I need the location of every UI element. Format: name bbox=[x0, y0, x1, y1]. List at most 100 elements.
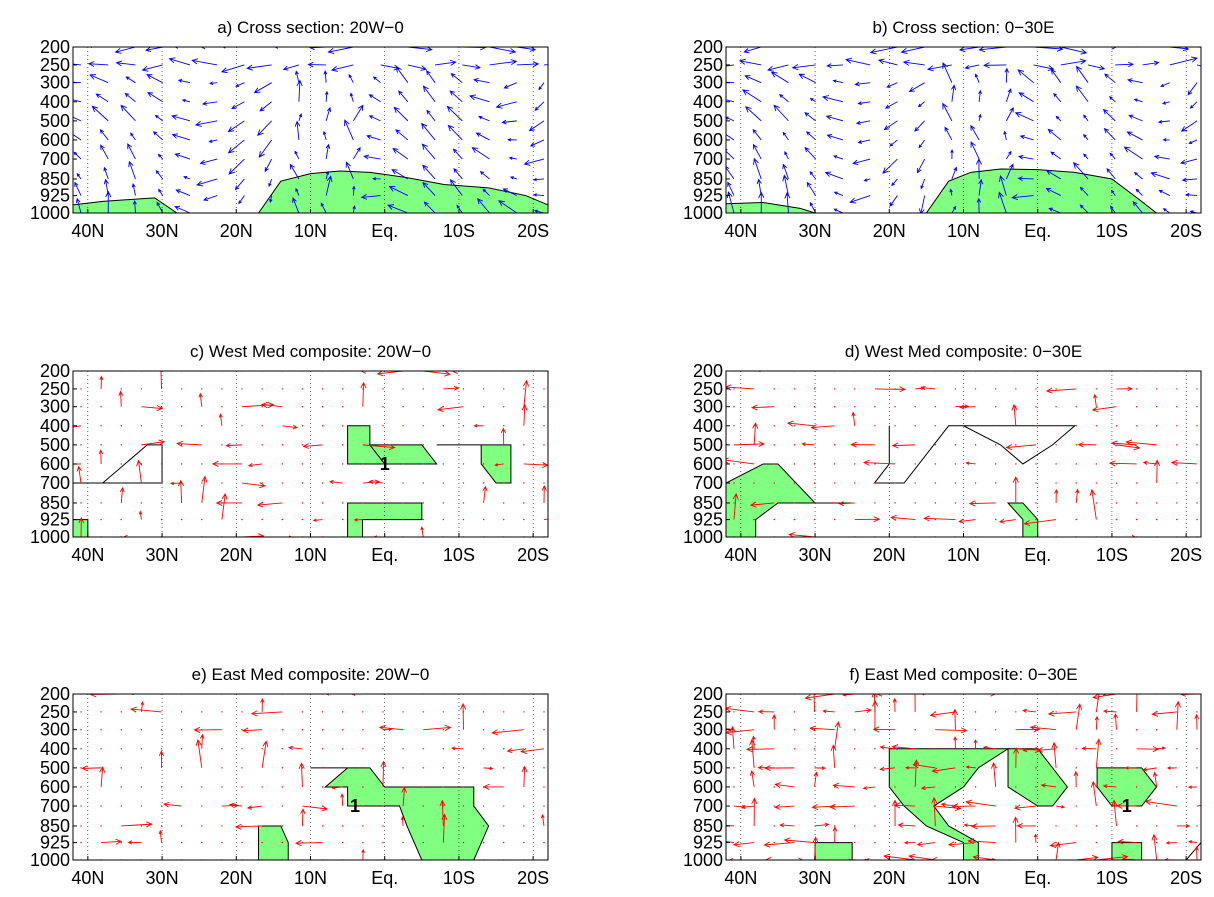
wind-vector bbox=[228, 158, 245, 175]
x-tick-label: 20N bbox=[873, 545, 906, 565]
vector-dot bbox=[422, 502, 424, 504]
vector-dot bbox=[1075, 463, 1077, 465]
wind-vector bbox=[1031, 212, 1034, 213]
wind-vector bbox=[269, 47, 272, 48]
wind-vector bbox=[352, 146, 361, 160]
vector-dot bbox=[954, 502, 957, 504]
wind-vector bbox=[782, 131, 789, 141]
wind-vector bbox=[507, 138, 517, 142]
vector-dot bbox=[753, 518, 755, 521]
vector-dot bbox=[854, 748, 856, 750]
wind-vector bbox=[407, 64, 428, 71]
vector-dot bbox=[482, 444, 485, 446]
wind-vector bbox=[1110, 205, 1116, 213]
x-tick-label: 20S bbox=[517, 868, 549, 888]
vector-dot bbox=[503, 767, 505, 769]
shaded-region bbox=[73, 519, 89, 537]
vector-dot bbox=[793, 502, 796, 504]
vector-dot bbox=[140, 825, 143, 827]
wind-vector bbox=[1161, 101, 1170, 105]
y-tick-label: 200 bbox=[693, 684, 723, 704]
wind-vector bbox=[1124, 766, 1137, 770]
wind-vector bbox=[857, 139, 871, 144]
wind-vector bbox=[295, 187, 300, 196]
vector-dot bbox=[180, 748, 183, 750]
vector-dot bbox=[1055, 444, 1057, 446]
panel-title: e) East Med composite: 20W−0 bbox=[192, 665, 430, 684]
vector-dot bbox=[523, 388, 525, 390]
vector-dot bbox=[341, 711, 344, 713]
vector-dot bbox=[1135, 482, 1138, 484]
vector-dot bbox=[1135, 728, 1138, 731]
vector-dot bbox=[422, 805, 424, 807]
wind-vector bbox=[1142, 60, 1160, 66]
vector-dot bbox=[241, 767, 243, 769]
wind-vector bbox=[949, 188, 953, 196]
wind-vector bbox=[1116, 386, 1133, 392]
vector-dot bbox=[462, 767, 465, 769]
vector-dot bbox=[321, 482, 324, 484]
wind-vector bbox=[889, 139, 898, 147]
vector-dot bbox=[482, 825, 485, 827]
vector-dot bbox=[422, 425, 424, 427]
y-tick-label: 925 bbox=[693, 186, 723, 206]
vector-dot bbox=[543, 805, 545, 807]
wind-vector bbox=[352, 185, 356, 196]
wind-vector bbox=[119, 486, 125, 504]
wind-vector bbox=[1023, 519, 1057, 527]
wind-vector bbox=[543, 64, 548, 66]
vector-dot bbox=[100, 444, 102, 446]
vector-dot bbox=[1075, 767, 1077, 769]
vector-dot bbox=[180, 786, 183, 788]
x-tick-label: Eq. bbox=[1024, 221, 1051, 241]
vector-dot bbox=[120, 786, 122, 788]
vector-dot bbox=[854, 388, 856, 390]
wind-vector bbox=[967, 838, 996, 845]
wind-vector bbox=[1185, 193, 1198, 197]
vector-dot bbox=[221, 841, 223, 844]
wind-vector bbox=[103, 166, 109, 180]
wind-vector bbox=[851, 411, 856, 426]
wind-vector bbox=[931, 767, 956, 774]
wind-vector bbox=[1073, 770, 1079, 787]
vector-dot bbox=[160, 825, 163, 827]
vector-dot bbox=[120, 728, 122, 731]
wind-vector bbox=[147, 91, 163, 103]
vector-dot bbox=[100, 805, 102, 807]
wind-vector bbox=[269, 195, 273, 204]
vector-dot bbox=[1015, 711, 1017, 713]
vector-dot bbox=[874, 767, 876, 769]
wind-vector bbox=[331, 786, 343, 790]
wind-vector bbox=[1127, 78, 1143, 84]
vector-dot bbox=[442, 463, 445, 465]
wind-vector bbox=[998, 518, 1016, 524]
wind-vector bbox=[99, 129, 109, 141]
vector-dot bbox=[994, 728, 997, 731]
x-tick-label: 10S bbox=[443, 868, 475, 888]
wind-vector bbox=[498, 200, 518, 213]
wind-vector bbox=[728, 857, 755, 860]
vector-dot bbox=[482, 518, 485, 521]
wind-vector bbox=[456, 204, 463, 213]
wind-vector bbox=[914, 120, 925, 132]
vector-dot bbox=[362, 786, 364, 788]
wind-vector bbox=[822, 709, 835, 714]
vector-dot bbox=[1176, 786, 1178, 788]
wind-vector bbox=[132, 200, 137, 213]
wind-vector bbox=[1083, 114, 1089, 122]
vector-dot bbox=[1055, 711, 1057, 713]
vector-dot bbox=[201, 463, 203, 465]
vector-dot bbox=[462, 502, 465, 504]
wind-vector bbox=[1005, 88, 1012, 102]
vector-dot bbox=[321, 388, 324, 390]
vector-dot bbox=[180, 841, 183, 844]
vector-dot bbox=[793, 518, 796, 521]
wind-vector bbox=[838, 501, 855, 506]
wind-vector bbox=[727, 181, 735, 196]
wind-vector bbox=[344, 119, 354, 141]
vector-dot bbox=[1196, 482, 1198, 484]
wind-vector bbox=[825, 115, 844, 122]
wind-vector bbox=[786, 420, 815, 427]
vector-dot bbox=[301, 425, 304, 427]
vector-dot bbox=[1075, 805, 1077, 807]
